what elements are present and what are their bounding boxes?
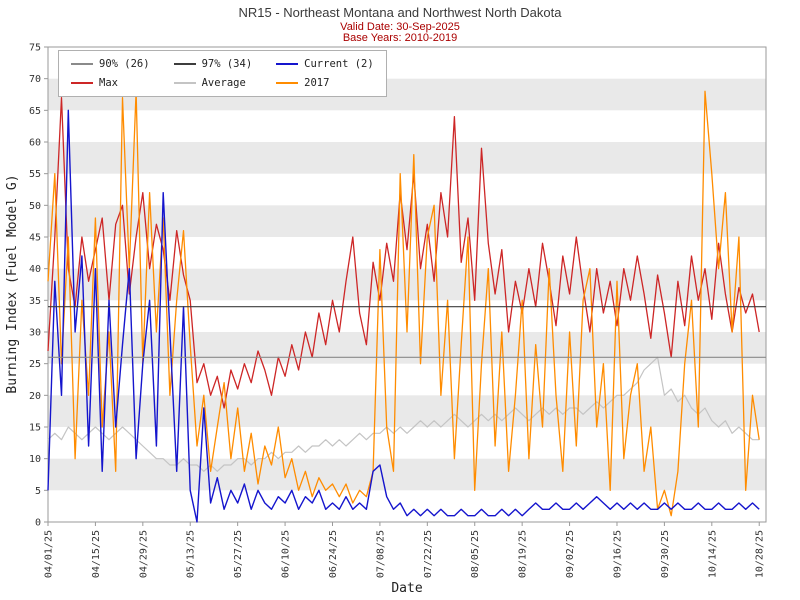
x-tick-label: 08/05/25 [470, 530, 481, 578]
grid-band [48, 458, 766, 491]
y-tick-label: 70 [29, 74, 41, 85]
legend-line-swatch [71, 63, 93, 65]
grid-band [48, 268, 766, 301]
base-years-label: Base Years: 2010-2019 [342, 32, 458, 44]
y-tick-label: 45 [29, 233, 41, 244]
legend-item-2017: 2017 [276, 77, 374, 89]
legend-line-swatch [276, 63, 299, 65]
series-current-2- [47, 109, 760, 523]
x-tick-label: 09/16/25 [612, 530, 623, 578]
x-tick-label: 05/13/25 [186, 530, 197, 578]
legend-item-average: Average [173, 77, 253, 89]
grid-band [48, 142, 766, 174]
x-tick-label: 10/14/25 [707, 530, 718, 578]
x-tick-label: 09/30/25 [660, 530, 671, 578]
legend-label: 97% (34) [201, 58, 253, 70]
grid-band [48, 205, 766, 237]
series-average [47, 356, 760, 472]
x-tick-label: 08/19/25 [518, 530, 529, 578]
y-tick-label: 30 [29, 328, 41, 339]
x-tick-label: 10/28/25 [755, 530, 766, 578]
x-tick-label: 06/24/25 [328, 530, 339, 578]
legend-item-max: Max [71, 77, 150, 89]
y-tick-label: 25 [29, 359, 41, 370]
x-tick-label: 07/22/25 [423, 530, 434, 578]
y-tick-label: 5 [35, 486, 41, 497]
x-tick-label: 07/08/25 [375, 530, 386, 578]
y-tick-label: 65 [29, 106, 41, 117]
y-tick-label: 0 [35, 518, 41, 529]
legend-label: Max [99, 77, 118, 89]
x-tick-label: 09/02/25 [565, 530, 576, 578]
x-tick-label: 05/27/25 [233, 530, 244, 578]
legend-label: 90% (26) [99, 58, 150, 70]
y-tick-label: 60 [29, 138, 41, 149]
y-axis-title: Burning Index (Fuel Model G) [5, 174, 20, 393]
legend-item-current-2-: Current (2) [276, 58, 374, 70]
y-tick-label: 15 [29, 423, 41, 434]
legend-line-swatch [173, 82, 196, 84]
legend-line-swatch [71, 82, 93, 84]
legend-item-90-26-: 90% (26) [71, 58, 150, 70]
legend: 90% (26) 97% (34) Current (2) Max Average 201… [58, 50, 387, 97]
plot-frame [47, 46, 767, 523]
y-tick-label: 75 [29, 43, 41, 54]
legend-line-swatch [173, 63, 196, 65]
x-tick-label: 04/01/25 [44, 530, 55, 578]
y-tick-label: 50 [29, 201, 41, 212]
y-tick-label: 35 [29, 296, 41, 307]
y-tick-label: 10 [29, 454, 41, 465]
x-tick-label: 04/29/25 [138, 530, 149, 578]
legend-label: Current (2) [304, 58, 374, 70]
y-tick-label: 40 [29, 264, 41, 275]
plot-area: 0 5 10 15 20 25 30 35 40 45 50 55 60 65 70 75 04/01/25 04… [29, 43, 767, 578]
grid-band [48, 395, 766, 427]
x-tick-label: 06/10/25 [281, 530, 292, 578]
legend-label: Average [201, 77, 246, 89]
valid-date-label: Valid Date: 30-Sep-2025 [340, 21, 460, 33]
x-tick-label: 04/15/25 [91, 530, 102, 578]
legend-label: 2017 [304, 77, 330, 89]
legend-line-swatch [276, 82, 299, 84]
legend-item-97-34-: 97% (34) [173, 58, 253, 70]
page-title: NR15 - Northeast Montana and Northwest N… [238, 5, 562, 20]
y-tick-label: 20 [29, 391, 41, 402]
y-tick-label: 55 [29, 169, 41, 180]
x-axis-title: Date [391, 581, 422, 596]
